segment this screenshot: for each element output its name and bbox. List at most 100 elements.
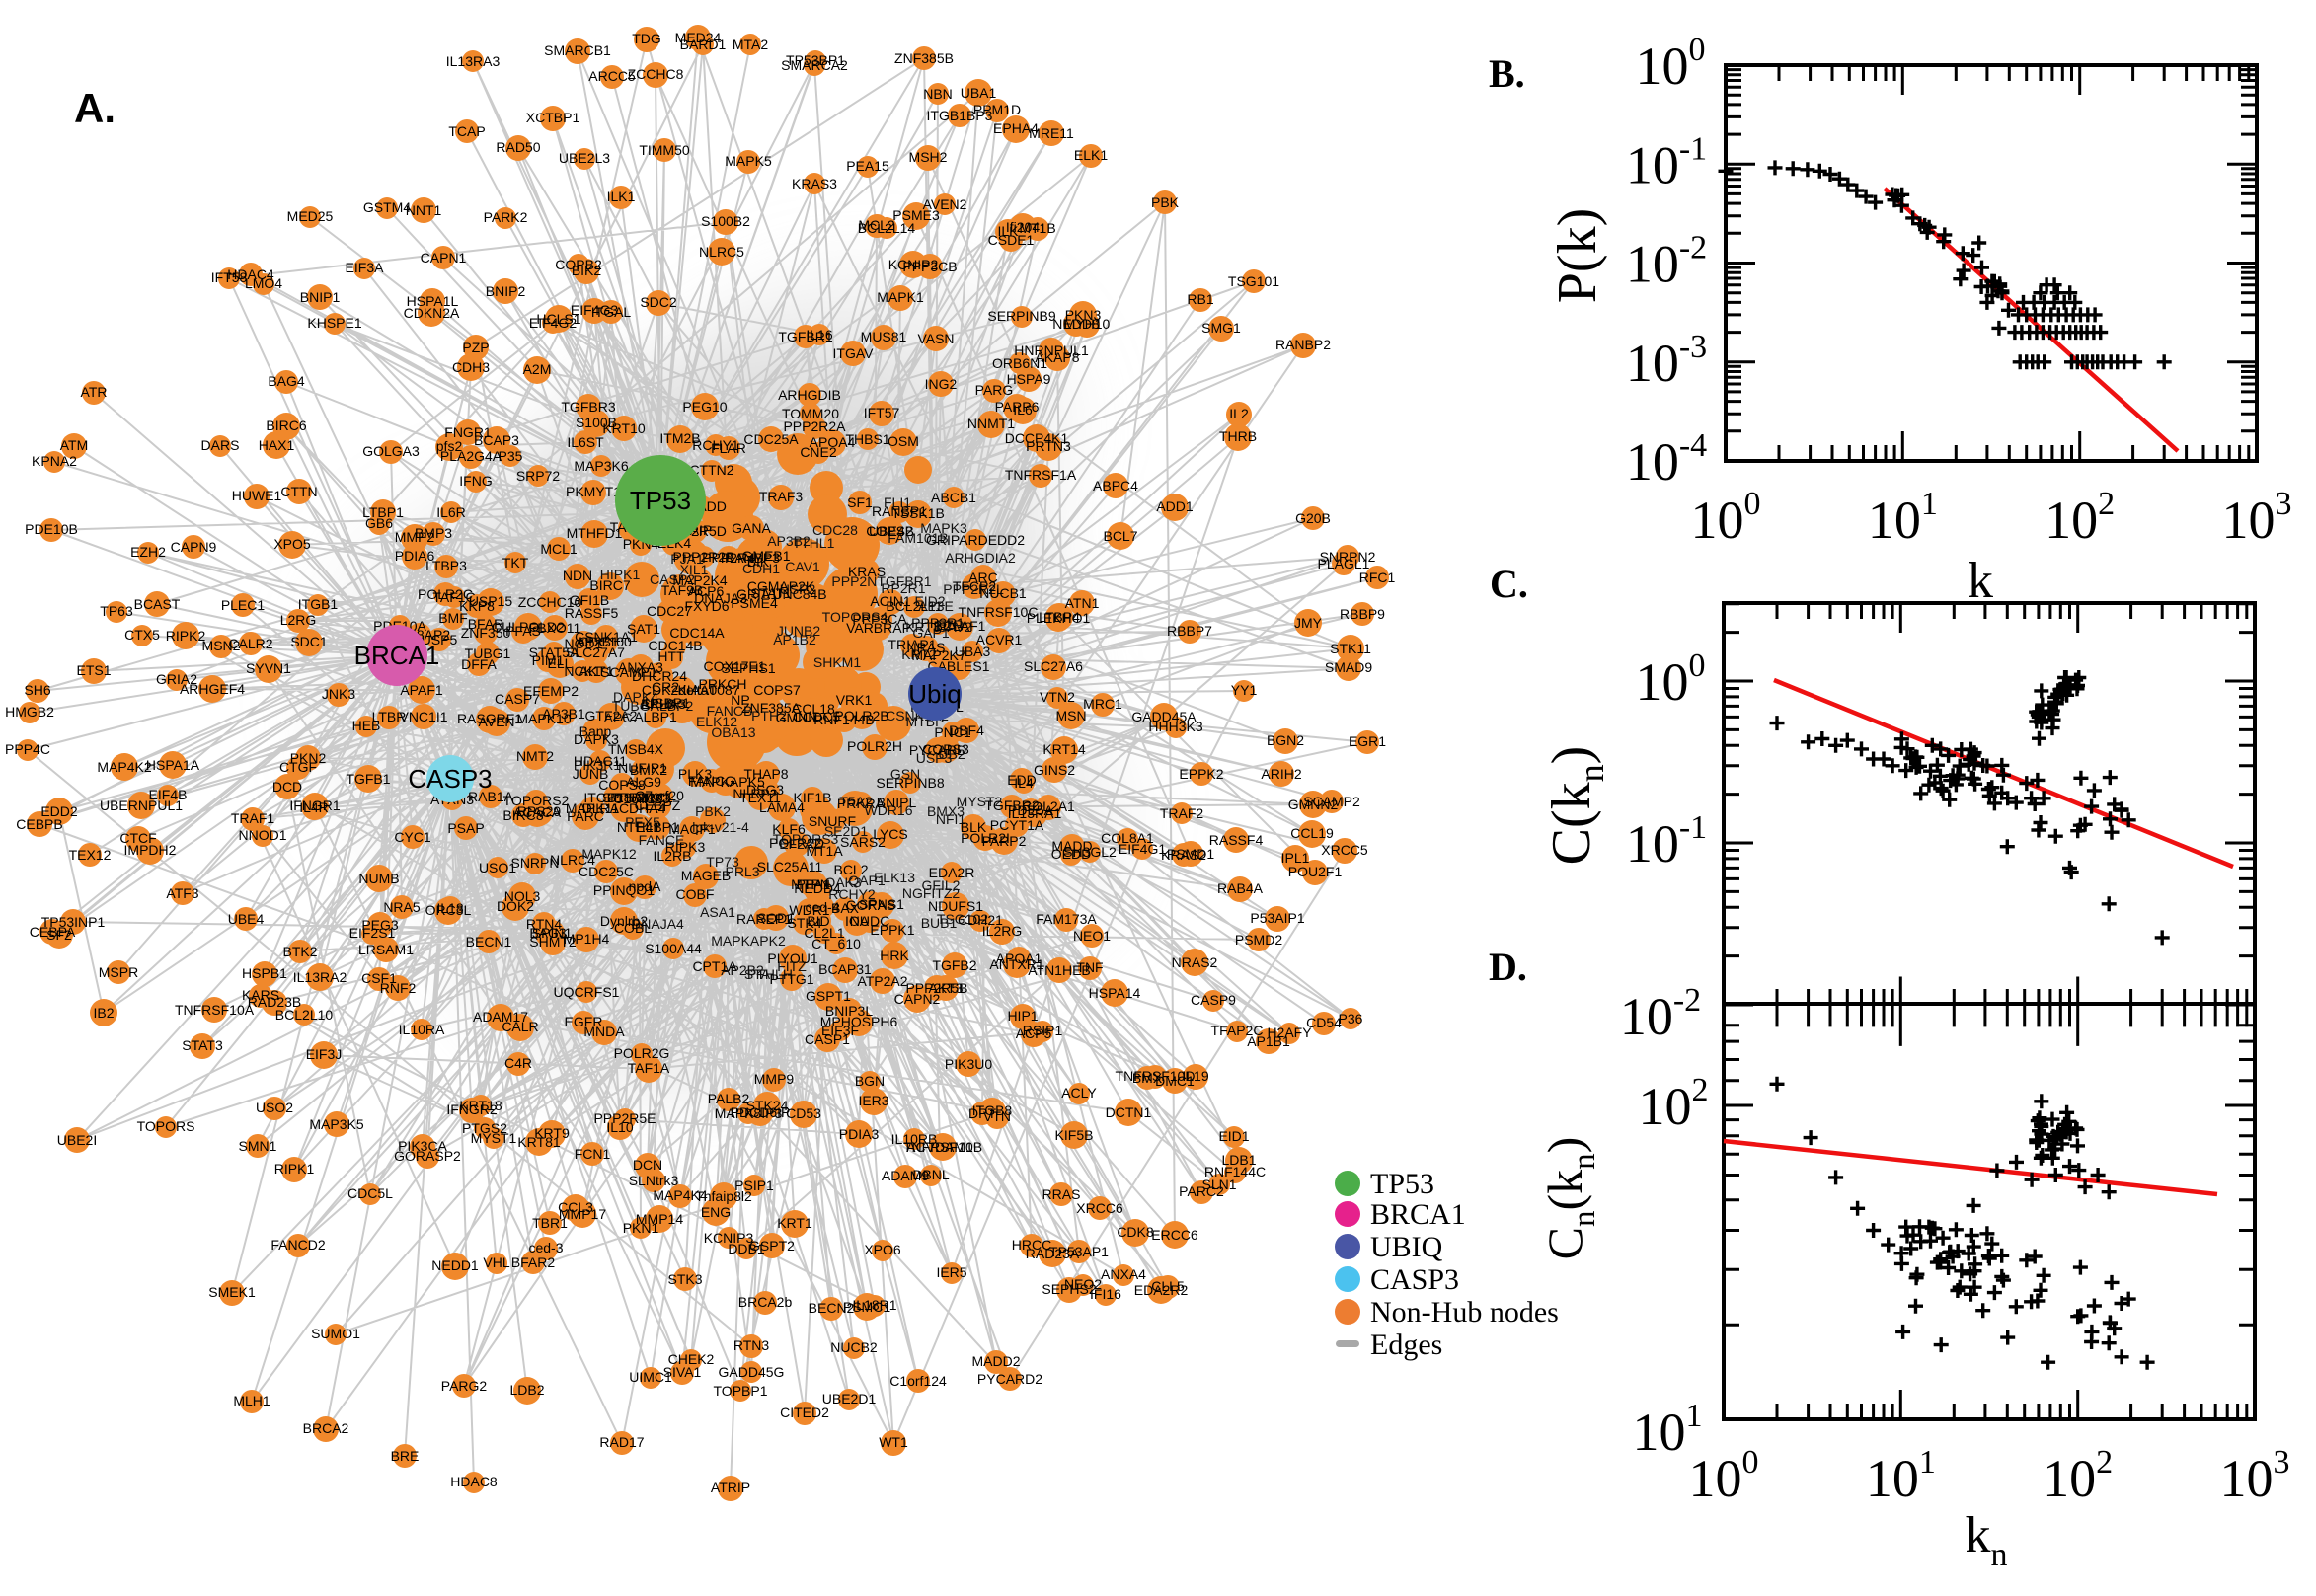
svg-text:C(kn): C(kn) [1541,746,1611,866]
svg-text:DAPK4: DAPK4 [613,689,658,705]
svg-text:CDK2deltaT: CDK2deltaT [642,682,718,698]
svg-text:FBXO11: FBXO11 [529,620,581,636]
svg-text:EIF3F: EIF3F [821,1023,859,1038]
svg-text:Ubiq: Ubiq [908,679,961,709]
svg-text:SH6: SH6 [24,682,50,698]
svg-text:IL4: IL4 [1014,775,1034,791]
svg-text:POLR2I: POLR2I [961,830,1010,846]
svg-text:DPT: DPT [968,1105,996,1121]
svg-text:NBN: NBN [923,86,953,102]
svg-text:COPS2: COPS2 [866,523,913,539]
svg-text:ZNF350: ZNF350 [461,625,511,641]
svg-text:TRAF3: TRAF3 [759,489,804,504]
svg-text:DBF4: DBF4 [949,722,984,738]
svg-text:CTCF: CTCF [119,830,156,846]
svg-text:UBE4B: UBE4B [869,523,914,539]
svg-text:PARC2: PARC2 [1179,1183,1224,1199]
svg-text:IFNGR1: IFNGR1 [289,798,341,813]
svg-text:STP53RK: STP53RK [602,790,664,805]
svg-text:XRCC5: XRCC5 [1321,842,1368,858]
svg-text:BRCA1: BRCA1 [354,641,440,670]
svg-text:ARIH2: ARIH2 [1261,766,1301,782]
svg-text:SMN1: SMN1 [239,1138,277,1154]
svg-text:CTGF: CTGF [279,759,317,775]
svg-text:THBS1: THBS1 [845,431,889,447]
svg-text:CDH21: CDH21 [958,912,1003,928]
svg-text:TNFRSF10D: TNFRSF10D [1116,1068,1196,1084]
svg-text:EID2: EID2 [914,593,945,609]
svg-text:KRAS2: KRAS2 [1161,847,1206,863]
svg-text:COL8A1: COL8A1 [1101,830,1154,846]
svg-text:OAK3: OAK3 [824,874,862,890]
svg-text:NOL3: NOL3 [504,888,541,904]
svg-text:EGFR: EGFR [565,1014,603,1029]
svg-text:TNFRSF10B: TNFRSF10B [903,1139,982,1155]
svg-text:CL2L1: CL2L1 [804,925,844,941]
svg-text:UBE4: UBE4 [228,911,265,927]
svg-text:SDC2: SDC2 [640,294,677,310]
svg-text:NP: NP [731,692,749,708]
svg-text:ASA1: ASA1 [700,904,735,920]
svg-text:BIRC8: BIRC8 [502,807,543,823]
svg-text:PTHLH: PTHLH [747,966,793,982]
svg-text:BCL2L11: BCL2L11 [886,598,943,614]
svg-text:CCDC5: CCDC5 [793,709,840,724]
svg-text:EIF4B: EIF4B [149,787,188,802]
svg-text:STK24: STK24 [746,1098,789,1113]
svg-text:BGN2: BGN2 [1267,732,1304,748]
svg-text:JMY: JMY [1294,615,1323,631]
svg-text:MMP14: MMP14 [636,1211,683,1227]
svg-text:ADAM9: ADAM9 [882,1168,929,1183]
svg-text:TNFRSF1A: TNFRSF1A [1005,467,1077,483]
svg-text:AP2B1: AP2B1 [576,634,619,649]
svg-text:EID1: EID1 [1218,1128,1249,1144]
svg-text:LDB2: LDB2 [509,1382,544,1398]
svg-text:TRIAP1: TRIAP1 [888,637,936,652]
svg-text:TEX11: TEX11 [739,790,781,805]
svg-text:RCHY2: RCHY2 [828,886,876,902]
svg-text:PRL3: PRL3 [725,864,759,879]
svg-text:EDD2: EDD2 [40,803,78,819]
svg-text:IL2RB: IL2RB [654,848,692,864]
svg-text:VNC1I1: VNC1I1 [399,709,447,724]
svg-text:BMX: BMX [1132,1070,1163,1086]
svg-text:IL6R: IL6R [436,504,466,520]
svg-text:AP1B1: AP1B1 [1247,1033,1290,1049]
svg-text:NTHL1: NTHL1 [617,819,661,835]
svg-text:BTK2: BTK2 [282,944,317,959]
svg-text:EIF3A: EIF3A [346,260,385,275]
svg-text:STK11: STK11 [1330,641,1371,656]
svg-text:MAPKAPK2: MAPKAPK2 [711,933,786,949]
svg-text:A2M: A2M [523,361,552,377]
svg-text:POLR2C: POLR2C [418,586,473,602]
svg-text:CDC27: CDC27 [647,603,692,619]
svg-text:ENG: ENG [701,1204,731,1220]
svg-text:SERPINB8: SERPINB8 [876,775,944,791]
svg-text:IL2RG: IL2RG [982,923,1022,939]
svg-text:CSF1: CSF1 [361,970,397,986]
svg-text:SMARCB1: SMARCB1 [544,42,611,58]
svg-text:PLEKHO1: PLEKHO1 [1027,610,1091,626]
svg-text:CEBPZ: CEBPZ [635,798,681,813]
svg-text:TP53BP1: TP53BP1 [786,52,845,68]
svg-text:PSME3: PSME3 [892,207,940,223]
svg-text:HSPA1A: HSPA1A [146,757,200,773]
svg-text:KCNIP2: KCNIP2 [888,257,939,272]
svg-text:ZCCHC8: ZCCHC8 [628,66,684,82]
svg-text:SARS2: SARS2 [840,834,886,850]
svg-text:MTA2: MTA2 [733,37,769,52]
svg-text:LTBP1: LTBP1 [362,504,404,520]
svg-text:GFI1B: GFI1B [570,592,609,608]
svg-text:IPL1: IPL1 [1281,850,1310,866]
svg-text:CR2: CR2 [652,679,679,695]
svg-text:TGFBR2: TGFBR2 [984,798,1039,813]
svg-text:TOPORS4: TOPORS4 [822,609,888,625]
svg-text:ITM2B: ITM2B [659,430,700,446]
svg-text:CD53: CD53 [786,1105,821,1121]
svg-text:APOA4: APOA4 [810,434,856,450]
svg-text:DARS: DARS [201,437,240,453]
svg-text:BMX2: BMX2 [630,762,667,778]
svg-text:CASP9: CASP9 [1191,992,1236,1008]
svg-text:TCAP: TCAP [448,123,485,139]
svg-text:PKMYT1: PKMYT1 [566,484,621,499]
